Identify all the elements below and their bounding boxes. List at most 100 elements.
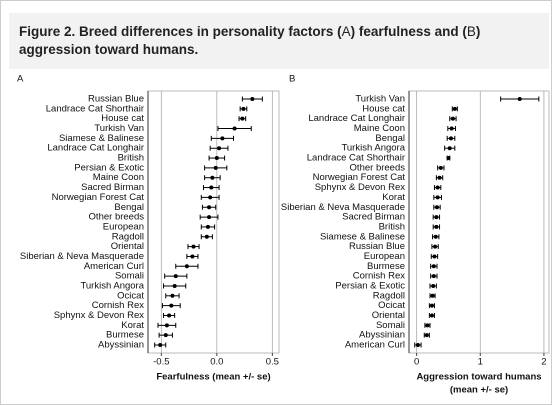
x-axis-label: Fearfulness (mean +/- se) (156, 372, 270, 383)
y-tick-label: Norwegian Forest Cat (313, 172, 406, 183)
y-tick-label: European (364, 251, 405, 262)
y-tick-label: Somali (115, 271, 144, 282)
point (435, 205, 439, 210)
point (208, 195, 213, 200)
point (207, 205, 212, 210)
y-tick-label: Persian & Exotic (335, 280, 405, 291)
y-tick-label: Sacred Birman (342, 212, 405, 223)
caption-part: ) fearfulness and ( (350, 24, 467, 39)
caption-part: Breed differences in personality factors… (79, 24, 342, 39)
y-tick-label: Other breeds (89, 212, 145, 223)
y-tick-label: Maine Coon (354, 123, 405, 134)
y-tick-label: Persian & Exotic (74, 162, 144, 173)
y-tick-label: Turkish Angora (80, 280, 144, 291)
point (214, 156, 219, 161)
caption-label: Figure 2. (19, 24, 76, 39)
y-tick-label: Russian Blue (349, 241, 405, 252)
point (429, 313, 434, 318)
y-tick-label: Siamese & Balinese (59, 133, 144, 144)
y-tick-label: Bengal (375, 133, 405, 144)
point (241, 106, 246, 111)
y-tick-label: Somali (376, 320, 405, 331)
point (210, 175, 215, 180)
x-tick-label: 2 (541, 357, 546, 368)
point (434, 215, 439, 220)
y-tick-label: European (103, 221, 144, 232)
point (437, 175, 442, 180)
y-tick-label: Oriental (372, 310, 405, 321)
point (431, 283, 436, 288)
panel-label: A (17, 74, 24, 85)
y-tick-label: Korat (382, 192, 405, 203)
plot-frame (408, 90, 550, 354)
caption-part: A (341, 24, 351, 39)
point (173, 274, 178, 279)
y-tick-label: Ragdoll (373, 290, 405, 301)
caption: Figure 2. Breed differences in personali… (9, 13, 549, 69)
y-tick-label: Landrace Cat Longhair (47, 143, 144, 154)
point (209, 185, 214, 190)
y-tick-label: Ocicat (117, 290, 144, 301)
point (164, 323, 169, 328)
y-tick-label: Norwegian Forest Cat (52, 192, 145, 203)
point (433, 244, 438, 249)
y-tick-label: Siberian & Neva Masquerade (20, 251, 144, 262)
y-tick-label: House cat (101, 113, 144, 124)
point (191, 244, 196, 249)
y-tick-label: Other breeds (350, 162, 406, 173)
caption-part: ) aggression toward humans. (19, 24, 481, 57)
y-tick-label: Korat (121, 320, 144, 331)
y-tick-label: Burmese (106, 330, 144, 341)
y-tick-label: British (379, 221, 405, 232)
caption-part: B (466, 24, 476, 39)
y-tick-label: Bengal (114, 202, 144, 213)
x-tick-label: 1 (478, 357, 483, 368)
y-tick-label: Oriental (111, 241, 144, 252)
y-tick-label: Siberian & Neva Masquerade (281, 202, 405, 213)
point (425, 323, 430, 328)
point (220, 136, 225, 141)
y-tick-label: Abyssinian (359, 330, 405, 341)
point (431, 264, 436, 269)
point (240, 116, 245, 121)
y-tick-label: Siamese & Balinese (320, 231, 405, 242)
y-tick-label: Turkish Van (355, 94, 405, 105)
point (170, 293, 175, 298)
y-tick-label: Landrace Cat Shorthair (307, 153, 405, 164)
point (424, 333, 429, 338)
y-tick-label: British (118, 153, 144, 164)
y-tick-label: Ocicat (378, 300, 405, 311)
y-tick-label: Abyssinian (98, 340, 144, 351)
y-tick-label: House cat (362, 103, 405, 114)
x-tick-label: 0.5 (266, 357, 279, 368)
point (429, 303, 434, 308)
y-tick-label: Landrace Cat Shorthair (46, 103, 144, 114)
x-tick-label: 0.0 (210, 357, 223, 368)
point (163, 333, 168, 338)
x-tick-label: -0.5 (153, 357, 169, 368)
point (450, 116, 455, 121)
point (431, 274, 436, 279)
y-tick-label: Burmese (367, 261, 405, 272)
x-axis-label: (mean +/- se) (450, 385, 508, 396)
point (250, 97, 255, 101)
y-tick-label: Sphynx & Devon Rex (54, 310, 145, 321)
point (433, 234, 438, 239)
point (449, 136, 453, 141)
point (446, 156, 451, 161)
point (438, 165, 443, 170)
y-tick-label: Sphynx & Devon Rex (315, 182, 406, 193)
point (204, 234, 209, 239)
point (415, 343, 420, 347)
point (517, 97, 522, 101)
panel-label: B (289, 74, 295, 85)
y-tick-label: Ragdoll (112, 231, 144, 242)
point (167, 313, 172, 318)
x-axis-label: Aggression toward humans (416, 372, 541, 383)
point (190, 254, 195, 259)
point (435, 185, 440, 190)
y-tick-label: Cornish Rex (92, 300, 145, 311)
point (434, 224, 439, 229)
